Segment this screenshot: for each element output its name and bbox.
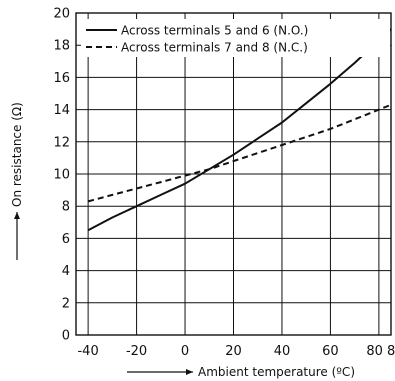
series-layer (87, 28, 392, 232)
x-tick-label: 20 (225, 344, 242, 359)
y-tick-label: 8 (62, 200, 70, 215)
y-tick-label: 4 (62, 264, 70, 279)
x-tick-label: 0 (181, 344, 189, 359)
y-axis-label: On resistance (Ω) (10, 102, 24, 207)
series-line-2 (87, 103, 392, 203)
y-tick-label: 2 (62, 296, 70, 311)
grid (76, 13, 391, 335)
y-tick-label: 10 (53, 168, 70, 183)
tick-labels: 0 2 4 6 8 10 12 14 16 18 20 -40 -20 0 20 40 60 80 85 (53, 7, 395, 360)
x-tick-label: 80 (366, 344, 383, 359)
legend-label-1: Across terminals 5 and 6 (N.O.) (121, 24, 308, 38)
series-line-1 (87, 28, 392, 232)
x-tick-label: -20 (126, 344, 147, 359)
x-tick-label: 60 (322, 344, 339, 359)
y-tick-label: 20 (53, 7, 70, 22)
y-tick-label: 16 (53, 71, 70, 86)
x-tick-label: 40 (274, 344, 291, 359)
y-tick-label: 6 (62, 232, 70, 247)
y-tick-label: 14 (53, 103, 70, 118)
plot-frame (75, 12, 392, 336)
axis-labels: Ambient temperature (ºC) On resistance (Ω… (10, 102, 355, 379)
legend-background (81, 19, 390, 57)
x-tick-label: -40 (77, 344, 98, 359)
y-tick-label: 0 (62, 329, 70, 344)
x-tick-label: 85 (387, 344, 395, 359)
legend: Across terminals 5 and 6 (N.O.) Across te… (81, 19, 390, 57)
y-tick-label: 18 (53, 39, 70, 54)
y-tick-label: 12 (53, 135, 70, 150)
legend-label-2: Across terminals 7 and 8 (N.C.) (121, 41, 308, 55)
x-axis-label: Ambient temperature (ºC) (198, 365, 355, 379)
